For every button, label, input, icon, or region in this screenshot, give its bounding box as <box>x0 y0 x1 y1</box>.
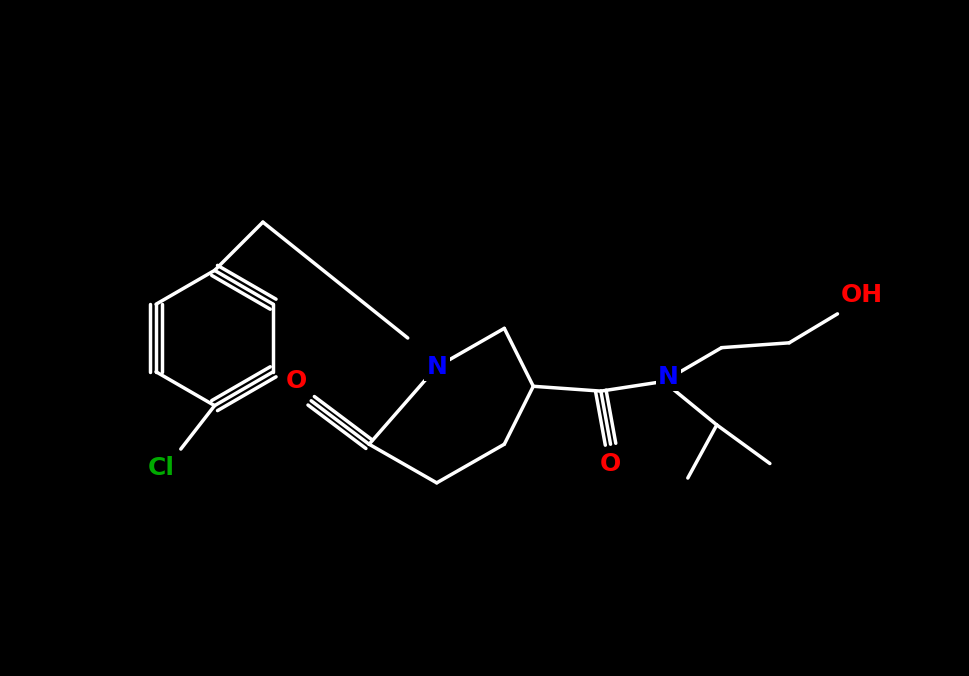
Text: N: N <box>657 364 678 389</box>
Text: Cl: Cl <box>148 456 174 481</box>
Text: OH: OH <box>840 283 882 306</box>
Text: O: O <box>286 370 307 393</box>
Text: N: N <box>425 355 447 379</box>
Text: O: O <box>599 452 620 475</box>
